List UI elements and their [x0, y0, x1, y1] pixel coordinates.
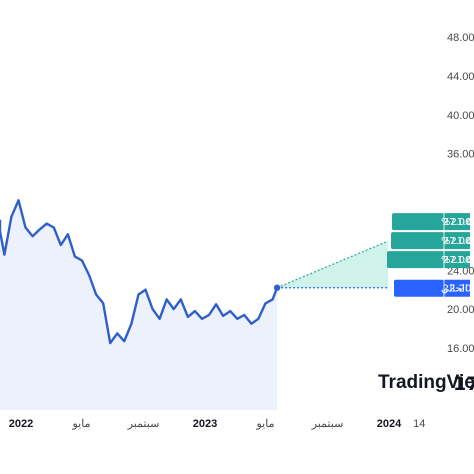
x-tick-label: سبتمبر [311, 418, 344, 430]
label-text: أعلى +21.62% [441, 215, 474, 228]
y-tick-label: 24.00 [447, 265, 474, 277]
label-badge [394, 279, 444, 297]
price-label: أقصى +21.62%27.00 [391, 232, 474, 250]
x-tick-label: مايو [71, 418, 90, 430]
tradingview-watermark: TradingView [378, 372, 474, 393]
label-value: 27.00 [443, 236, 472, 247]
current-price-marker [273, 284, 281, 291]
label-value-box [444, 279, 470, 297]
y-tick-label: 44.00 [447, 71, 474, 83]
label-value: 27.00 [443, 217, 472, 228]
y-tick-label: 20.00 [447, 304, 474, 316]
x-tick-label: 2024 [377, 418, 402, 430]
price-label: أعلى +21.62%27.00 [392, 213, 474, 231]
label-badge [391, 232, 444, 250]
label-value-box [444, 213, 470, 231]
label-value: 27.00 [443, 255, 472, 266]
price-label: متوسط +21.62%27.00 [387, 251, 474, 269]
label-badge [387, 251, 444, 269]
x-tick-label: سبتمبر [127, 418, 160, 430]
forecast-high-line [276, 240, 389, 289]
y-tick-label: 16.00 [447, 343, 474, 355]
price-area-fill [0, 200, 278, 410]
y-tick-label: 36.00 [447, 149, 474, 161]
label-value: 22.20 [443, 284, 472, 295]
y-tick-label: 48.00 [447, 32, 474, 44]
label-text: متوسط +21.62% [441, 255, 474, 266]
price-line [0, 199, 279, 345]
tradingview-logo-icon: 17 [453, 373, 474, 395]
label-value-box [444, 232, 470, 250]
x-tick-label: 14 [413, 418, 425, 430]
x-tick-label: 2022 [9, 418, 33, 430]
x-tick-label: 2023 [193, 418, 217, 430]
label-badge [392, 213, 444, 231]
label-text: أقصى +21.62% [441, 234, 474, 247]
label-text: الإغلاق الحالي [441, 284, 474, 295]
label-value-box [444, 251, 470, 269]
x-tick-label: مايو [255, 418, 274, 430]
y-tick-label: 40.00 [447, 110, 474, 122]
